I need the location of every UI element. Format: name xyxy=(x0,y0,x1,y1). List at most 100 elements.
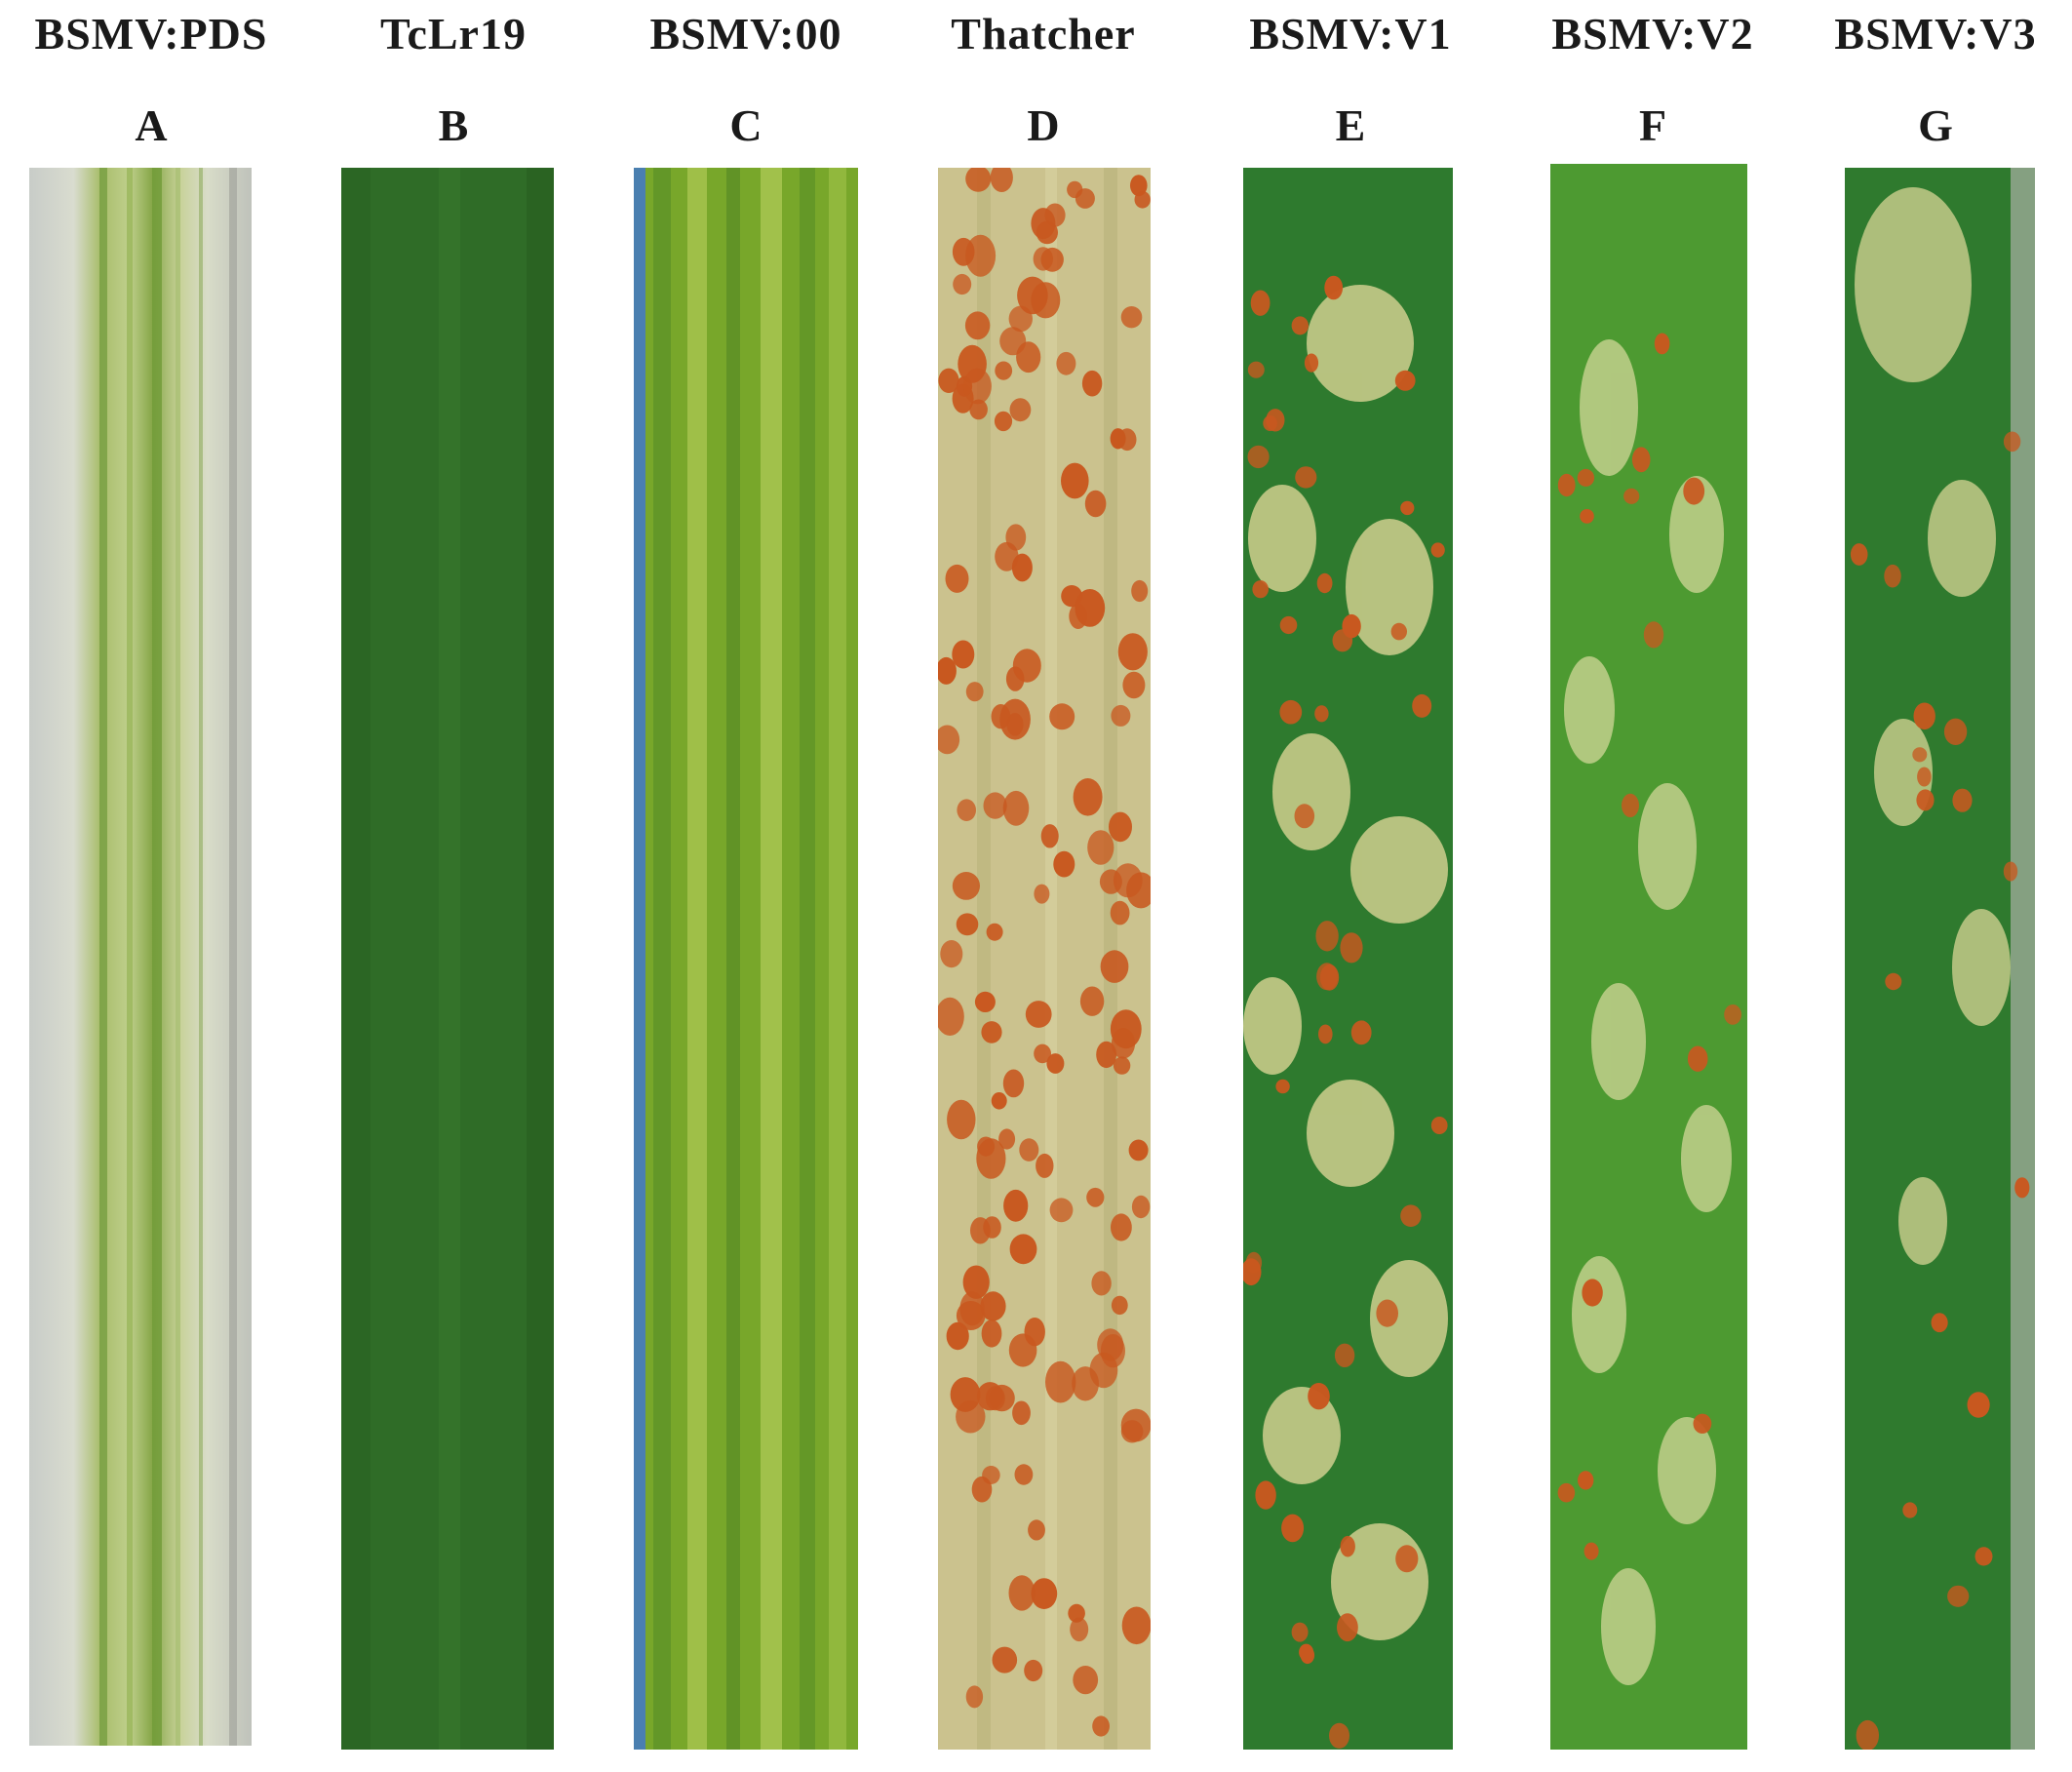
rust-pustule xyxy=(964,311,991,340)
rust-pustule xyxy=(1117,428,1137,452)
rust-pustule xyxy=(1583,1542,1599,1560)
rust-pustule xyxy=(1031,208,1056,240)
rust-pustule xyxy=(1580,509,1594,524)
panel-letter: F xyxy=(1638,100,1667,150)
rust-pustule xyxy=(1024,1659,1043,1682)
rust-pustule xyxy=(1279,615,1298,635)
rust-pustule xyxy=(1128,1139,1149,1162)
panel-treatment-label: BSMV:PDS xyxy=(34,9,268,59)
rust-pustule xyxy=(1578,1471,1594,1490)
rust-pustule xyxy=(938,368,959,393)
rust-pustule xyxy=(971,1476,993,1503)
rust-pustule xyxy=(1687,1045,1708,1072)
rust-pustule xyxy=(1967,1392,1990,1418)
rust-pustule xyxy=(1400,500,1415,516)
rust-pustule xyxy=(1075,589,1106,627)
rust-pustule xyxy=(1009,398,1032,422)
panel-letter: D xyxy=(1027,100,1060,150)
rust-pustule xyxy=(952,872,980,900)
panel-treatment-label: BSMV:00 xyxy=(649,9,842,59)
rust-pustule xyxy=(1916,789,1935,811)
rust-pustule xyxy=(1275,1079,1290,1094)
rust-pustule xyxy=(1009,1234,1037,1265)
rust-pustule xyxy=(991,1092,1007,1110)
leaf-photo-f xyxy=(1550,164,1747,1750)
panel-letter: E xyxy=(1335,100,1366,150)
rust-pustule xyxy=(957,799,976,821)
rust-pustule xyxy=(1394,370,1416,391)
rust-pustule xyxy=(1247,445,1270,469)
rust-pustule xyxy=(1917,767,1932,787)
rust-pustule xyxy=(992,1646,1018,1674)
rust-pustule xyxy=(1693,1413,1712,1435)
rust-pustule xyxy=(1318,1024,1333,1044)
rust-pustule xyxy=(1324,275,1344,300)
rust-pustule xyxy=(1131,579,1149,603)
rust-pustule xyxy=(965,168,992,192)
rust-pustule xyxy=(1266,409,1285,432)
rust-pustule xyxy=(1412,693,1432,718)
rust-pustule xyxy=(1350,1020,1372,1045)
rust-pustule xyxy=(1079,986,1105,1016)
rust-pustule xyxy=(974,991,996,1012)
rust-pustule xyxy=(1294,804,1315,829)
rust-pustule xyxy=(1070,1617,1089,1642)
rust-pustule xyxy=(1002,1069,1025,1098)
rust-pustule xyxy=(1120,306,1143,329)
rust-pustule xyxy=(1400,1204,1422,1227)
leaf-photo-a xyxy=(29,168,252,1746)
rust-pustule xyxy=(1092,1715,1110,1737)
rust-pustule xyxy=(962,368,992,405)
rust-pustule xyxy=(1577,468,1595,487)
rust-pustule xyxy=(1314,705,1329,723)
rust-pustule xyxy=(990,168,1013,192)
rust-pustule xyxy=(2003,861,2018,882)
rust-pustule xyxy=(938,725,960,755)
panel-treatment-label: TcLr19 xyxy=(380,9,527,59)
rust-pustule xyxy=(1086,1187,1105,1207)
rust-pustule xyxy=(995,361,1013,380)
rust-pustule xyxy=(981,1319,1002,1348)
rust-pustule xyxy=(1342,613,1361,639)
rust-pustule xyxy=(1557,473,1576,497)
leaf-photo-c xyxy=(634,168,858,1750)
rust-pustule xyxy=(1117,633,1148,671)
rust-pustule xyxy=(1031,1578,1058,1609)
rust-pustule xyxy=(1111,704,1131,727)
rust-pustule xyxy=(994,411,1013,432)
leaf-photo-g xyxy=(1845,168,2035,1750)
rust-pustule xyxy=(1087,830,1114,865)
rust-pustule xyxy=(1304,353,1319,373)
rust-pustule xyxy=(1003,1189,1029,1222)
rust-pustule xyxy=(1291,316,1309,335)
rust-pustule xyxy=(965,1685,984,1709)
rust-pustule xyxy=(1252,580,1269,599)
rust-pustule xyxy=(1008,1575,1036,1611)
rust-pustule xyxy=(1340,932,1363,964)
rust-pustule xyxy=(1012,1400,1031,1426)
rust-pustule xyxy=(1081,370,1103,397)
rust-pustule xyxy=(1250,290,1271,316)
rust-pustule xyxy=(1036,1153,1054,1178)
rust-pustule xyxy=(1255,1480,1276,1510)
rust-pustule xyxy=(1025,1001,1052,1028)
rust-pustule xyxy=(1120,1408,1151,1442)
rust-pustule xyxy=(1016,341,1041,374)
rust-pustule xyxy=(1061,462,1089,499)
rust-pustule xyxy=(980,1291,1006,1321)
rust-pustule xyxy=(1100,950,1129,983)
rust-pustule xyxy=(1096,1041,1116,1069)
rust-pustule xyxy=(946,1321,969,1351)
panel-letter: B xyxy=(438,100,469,150)
rust-pustule xyxy=(1017,276,1048,315)
rust-pustule xyxy=(953,273,972,295)
leaf-photo-d xyxy=(938,168,1151,1750)
rust-pustule xyxy=(1053,850,1075,878)
rust-pustule xyxy=(1395,1545,1419,1573)
rust-pustule xyxy=(1279,699,1303,725)
rust-pustule xyxy=(1014,1464,1034,1485)
rust-pustule xyxy=(1049,703,1075,730)
rust-pustule xyxy=(1902,1502,1918,1518)
rust-pustule xyxy=(1430,1117,1448,1134)
rust-pustule xyxy=(981,1021,1002,1044)
